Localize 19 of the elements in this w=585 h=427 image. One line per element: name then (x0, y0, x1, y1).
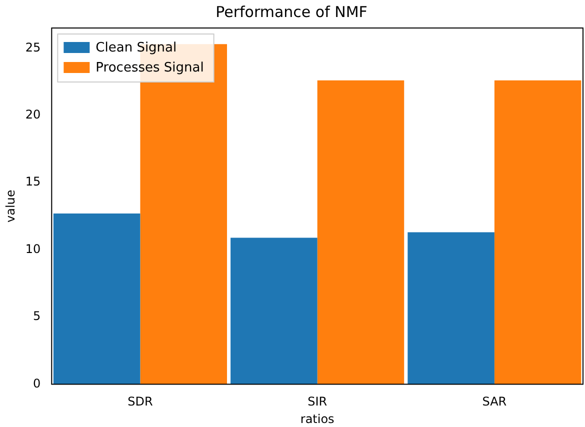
legend-label: Clean Signal (96, 40, 177, 56)
x-tick-label: SDR (128, 394, 153, 409)
chart-title: Performance of NMF (216, 2, 368, 21)
legend-label: Processes Signal (96, 60, 204, 76)
bar (53, 213, 140, 384)
y-tick-label: 15 (25, 174, 41, 189)
y-tick-label: 10 (25, 242, 41, 256)
y-tick-label: 25 (25, 40, 41, 54)
x-tick-label: SAR (482, 394, 507, 409)
x-axis-title: ratios (300, 412, 334, 426)
bar (230, 238, 318, 384)
bar (317, 80, 404, 384)
y-tick-label: 0 (33, 376, 41, 390)
bar (408, 232, 494, 384)
y-tick-label: 20 (25, 107, 41, 122)
x-tick-label: SIR (308, 394, 328, 409)
y-axis-title: value (3, 190, 18, 222)
bar (494, 80, 582, 384)
y-tick-label: 5 (33, 309, 41, 324)
